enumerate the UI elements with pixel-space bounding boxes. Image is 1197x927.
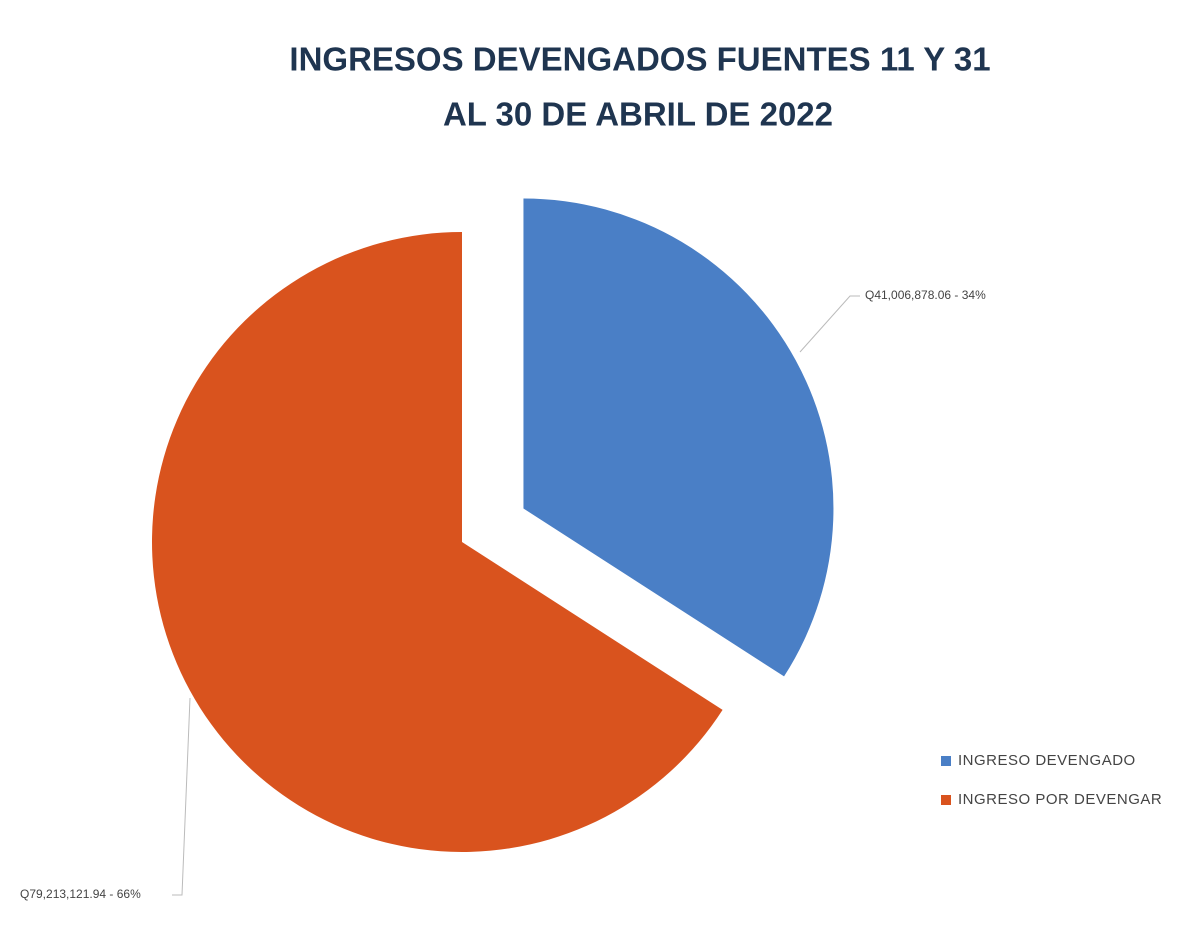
legend-label: INGRESO POR DEVENGAR [958, 791, 1162, 808]
chart-title: AL 30 DE ABRIL DE 2022 [443, 96, 833, 133]
legend-swatch [941, 795, 951, 805]
leader-line [172, 697, 191, 896]
pie-slice [523, 198, 834, 677]
legend-label: INGRESO DEVENGADO [958, 752, 1136, 769]
legend-swatch [941, 756, 951, 766]
data-label: Q41,006,878.06 - 34% [865, 288, 986, 302]
leader-line [799, 295, 860, 353]
chart-title: INGRESOS DEVENGADOS FUENTES 11 Y 31 [289, 41, 990, 78]
pie-slice [151, 232, 723, 852]
data-label: Q79,213,121.94 - 66% [20, 887, 141, 901]
